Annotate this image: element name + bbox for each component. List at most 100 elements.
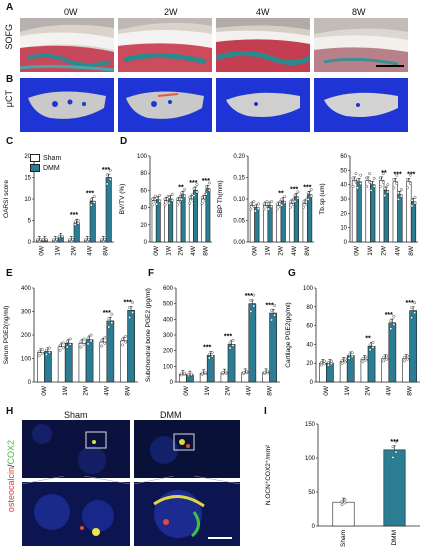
if-sham-high-art bbox=[34, 494, 114, 536]
data-point bbox=[121, 343, 124, 347]
panel-f-label: F bbox=[148, 268, 155, 279]
data-point bbox=[252, 293, 256, 297]
y-tick-label: 0 bbox=[310, 380, 314, 386]
data-point bbox=[361, 357, 365, 360]
data-point bbox=[283, 195, 287, 199]
data-point bbox=[58, 348, 62, 352]
chart-d3-ylabel: Tb.sp (um) bbox=[319, 183, 326, 214]
data-point bbox=[79, 340, 83, 344]
bar-d3-1w-1 bbox=[370, 184, 376, 243]
significance-label: *** bbox=[245, 293, 253, 300]
chart-f-ylabel: Subchondral bone PGE2 (pg/ml) bbox=[145, 288, 152, 382]
data-point bbox=[68, 342, 72, 346]
bar-d3-0w-0 bbox=[351, 180, 358, 243]
data-point bbox=[249, 202, 253, 206]
bar-g-2w-1 bbox=[367, 345, 376, 383]
h-stain-slash: / bbox=[6, 464, 16, 468]
x-tick-label: 2W bbox=[381, 245, 388, 256]
data-point bbox=[293, 199, 297, 203]
data-point bbox=[350, 351, 354, 355]
data-point bbox=[200, 195, 204, 199]
data-point bbox=[86, 342, 90, 346]
uct-image-8w bbox=[314, 78, 408, 132]
data-point bbox=[275, 202, 279, 206]
h-col-sham: Sham bbox=[64, 410, 88, 420]
data-point bbox=[270, 308, 274, 312]
data-point bbox=[365, 185, 368, 188]
data-point bbox=[92, 195, 96, 199]
data-point bbox=[58, 343, 62, 347]
uct-image-4w bbox=[216, 78, 310, 132]
y-tick-label: 50 bbox=[340, 168, 347, 174]
bar-g-0w-1 bbox=[326, 362, 334, 383]
data-point bbox=[203, 371, 207, 374]
data-point bbox=[100, 238, 104, 242]
data-point bbox=[207, 352, 211, 356]
data-point bbox=[369, 180, 373, 184]
data-point bbox=[385, 354, 389, 358]
bar-g-2w-0 bbox=[360, 359, 369, 383]
x-tick-label: 8W bbox=[203, 245, 210, 256]
y-tick-label: 10 bbox=[24, 197, 31, 203]
data-point bbox=[108, 178, 112, 181]
data-point bbox=[253, 204, 257, 208]
data-point bbox=[359, 182, 363, 186]
y-tick-label: 5 bbox=[28, 219, 32, 225]
data-point bbox=[195, 190, 199, 194]
significance-label: *** bbox=[189, 180, 197, 187]
sofg-image-4w bbox=[216, 18, 310, 72]
data-point bbox=[242, 370, 246, 374]
data-point bbox=[57, 235, 61, 239]
bar-g-8w-0 bbox=[402, 358, 410, 383]
data-point bbox=[107, 317, 111, 320]
chart-d-sbpth: SBP Th(mm) 0.00 0.05 0.10 0.15 0.20 0W 1W ** 2W **… bbox=[217, 154, 314, 256]
bar-f-4w-1 bbox=[248, 303, 257, 383]
significance-label: *** bbox=[70, 212, 78, 219]
data-point bbox=[391, 445, 395, 449]
x-tick-label: Sham bbox=[340, 530, 347, 547]
chart-g-cartilage-pge2: Cartilage PGE2(pg/ml) 0 20 40 60 80 100 0W 1W ** 2… bbox=[285, 286, 420, 396]
y-tick-label: 0 bbox=[144, 240, 148, 246]
y-tick-label: 20 bbox=[306, 361, 313, 367]
data-point bbox=[293, 193, 297, 197]
x-tick-label: 2W bbox=[83, 385, 90, 396]
chart-c-ylabel: OARSI score bbox=[3, 180, 10, 218]
data-point bbox=[37, 354, 41, 357]
data-point bbox=[103, 341, 107, 345]
if-dmm-low bbox=[134, 420, 240, 478]
data-point bbox=[273, 304, 277, 307]
data-point bbox=[382, 359, 386, 363]
data-point bbox=[347, 353, 351, 357]
data-point bbox=[188, 195, 192, 199]
col-8w-title: 8W bbox=[352, 7, 366, 17]
panel-b-label: B bbox=[6, 74, 14, 85]
data-point bbox=[327, 361, 330, 364]
h-stain-label: osteocalcin/COX2 bbox=[6, 440, 16, 512]
bar-d1-4w-0 bbox=[188, 198, 194, 243]
x-tick-label: 4W bbox=[386, 385, 393, 396]
bar-g-4w-1 bbox=[388, 322, 397, 383]
data-point bbox=[221, 371, 225, 374]
data-point bbox=[368, 348, 372, 352]
data-point bbox=[110, 321, 114, 325]
x-tick-label: 2W bbox=[71, 245, 78, 256]
bar-e-2w-1 bbox=[85, 339, 94, 383]
data-point bbox=[249, 299, 253, 302]
data-point bbox=[60, 234, 64, 238]
significance-label: *** bbox=[303, 184, 311, 191]
data-point bbox=[389, 327, 393, 331]
data-point bbox=[180, 198, 184, 201]
data-point bbox=[188, 201, 192, 205]
h-stain-cox2: COX2 bbox=[6, 440, 16, 465]
bar-e-4w-0 bbox=[99, 341, 108, 383]
y-tick-label: 0 bbox=[28, 240, 32, 246]
y-tick-label: 400 bbox=[163, 317, 174, 323]
sofg-image-8w bbox=[314, 18, 408, 72]
col-2w-title: 2W bbox=[164, 7, 178, 17]
data-point bbox=[403, 356, 406, 359]
data-point bbox=[52, 238, 56, 242]
legend-dmm: DMM bbox=[30, 164, 61, 172]
significance-label: *** bbox=[290, 186, 298, 193]
panel-i-label: I bbox=[264, 406, 267, 417]
sofg-image-4w-art bbox=[216, 18, 310, 72]
